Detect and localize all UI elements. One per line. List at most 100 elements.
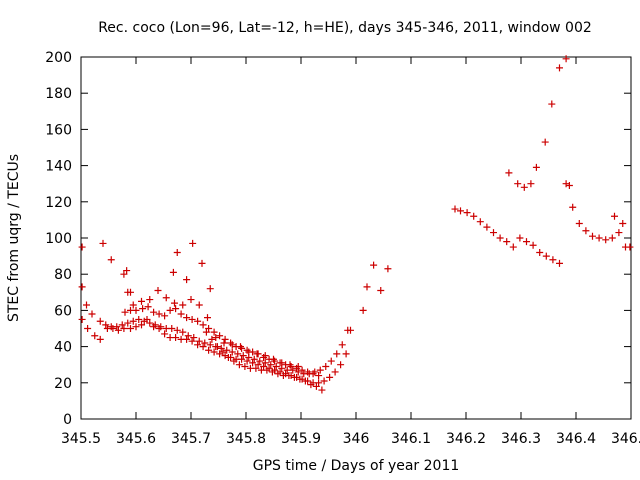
data-point xyxy=(615,229,623,237)
data-point xyxy=(150,308,158,316)
data-point xyxy=(206,285,214,293)
data-point xyxy=(235,361,243,369)
data-point xyxy=(261,359,269,367)
data-point xyxy=(173,248,181,256)
data-point xyxy=(216,332,224,340)
y-axis: 0 20 40 60 80 100 120 140 160 180 200 xyxy=(45,50,631,428)
data-point xyxy=(549,256,557,264)
y-tick-label: 200 xyxy=(45,50,72,66)
data-point xyxy=(311,368,319,376)
data-point xyxy=(569,203,577,211)
data-point xyxy=(331,368,339,376)
data-point xyxy=(228,341,236,349)
data-point xyxy=(239,352,247,360)
data-point xyxy=(143,315,151,323)
data-point xyxy=(529,241,537,249)
data-point xyxy=(237,343,244,351)
data-point xyxy=(184,332,192,340)
x-tick-label: 346 xyxy=(343,431,370,447)
data-point xyxy=(256,357,264,365)
data-point xyxy=(243,357,251,365)
data-point xyxy=(220,339,228,347)
data-point xyxy=(271,357,279,365)
data-point xyxy=(363,283,371,291)
data-point xyxy=(249,359,257,367)
data-point xyxy=(138,297,145,305)
data-point xyxy=(272,363,280,371)
data-point xyxy=(194,317,202,325)
data-point xyxy=(309,370,317,378)
data-point xyxy=(109,325,117,332)
y-tick-label: 120 xyxy=(45,195,72,211)
data-point xyxy=(88,310,96,318)
data-point xyxy=(268,368,276,376)
data-point xyxy=(527,180,535,188)
data-point xyxy=(384,265,392,273)
data-point xyxy=(216,350,224,358)
data-point xyxy=(608,234,616,242)
data-point xyxy=(326,373,334,381)
data-point xyxy=(254,361,262,369)
data-point xyxy=(252,364,260,372)
data-point xyxy=(238,355,246,363)
data-point xyxy=(172,305,180,313)
data-point xyxy=(204,314,211,322)
data-point xyxy=(602,236,610,244)
data-point xyxy=(575,220,583,228)
data-point xyxy=(304,368,312,376)
y-tick-label: 20 xyxy=(54,376,72,392)
data-point xyxy=(199,321,207,329)
data-point xyxy=(227,339,235,347)
data-point xyxy=(286,361,294,369)
data-point xyxy=(210,348,218,356)
data-point xyxy=(177,310,185,318)
x-tick-label: 346.2 xyxy=(446,431,486,447)
data-point xyxy=(315,372,323,380)
data-point xyxy=(327,357,335,365)
data-point xyxy=(318,386,326,394)
data-point xyxy=(132,306,140,314)
data-point xyxy=(322,363,330,371)
data-point xyxy=(505,169,513,177)
data-point xyxy=(213,343,221,351)
data-point xyxy=(261,352,269,360)
data-point xyxy=(210,328,218,336)
data-point xyxy=(155,310,163,318)
data-point xyxy=(316,366,324,374)
data-point xyxy=(127,288,134,296)
data-point xyxy=(198,259,206,267)
data-point xyxy=(228,348,236,356)
data-point xyxy=(253,350,261,358)
data-point xyxy=(315,379,323,387)
data-point xyxy=(118,321,126,329)
data-point xyxy=(250,355,258,363)
data-point xyxy=(168,325,176,332)
data-point xyxy=(541,138,549,146)
data-point xyxy=(556,64,563,72)
data-point xyxy=(212,334,220,342)
data-point xyxy=(342,350,350,358)
data-point xyxy=(245,348,253,356)
data-point xyxy=(124,319,132,327)
data-point xyxy=(189,239,197,247)
data-point xyxy=(129,301,137,309)
data-point xyxy=(132,323,140,331)
data-point xyxy=(96,317,104,325)
data-point xyxy=(183,314,191,322)
data-point xyxy=(224,353,232,361)
x-tick-label: 346.1 xyxy=(391,431,431,447)
data-point xyxy=(548,100,556,108)
data-point xyxy=(260,353,268,361)
data-point xyxy=(151,321,159,329)
data-point xyxy=(230,357,238,365)
y-tick-label: 0 xyxy=(63,412,72,428)
x-axis-label: GPS time / Days of year 2011 xyxy=(253,458,460,474)
data-point xyxy=(172,334,180,342)
data-point xyxy=(121,308,129,316)
data-point xyxy=(463,209,471,217)
data-point xyxy=(123,267,131,275)
data-point xyxy=(285,372,293,380)
data-point xyxy=(496,234,504,242)
x-tick-label: 345.6 xyxy=(116,431,156,447)
data-point xyxy=(201,339,209,347)
